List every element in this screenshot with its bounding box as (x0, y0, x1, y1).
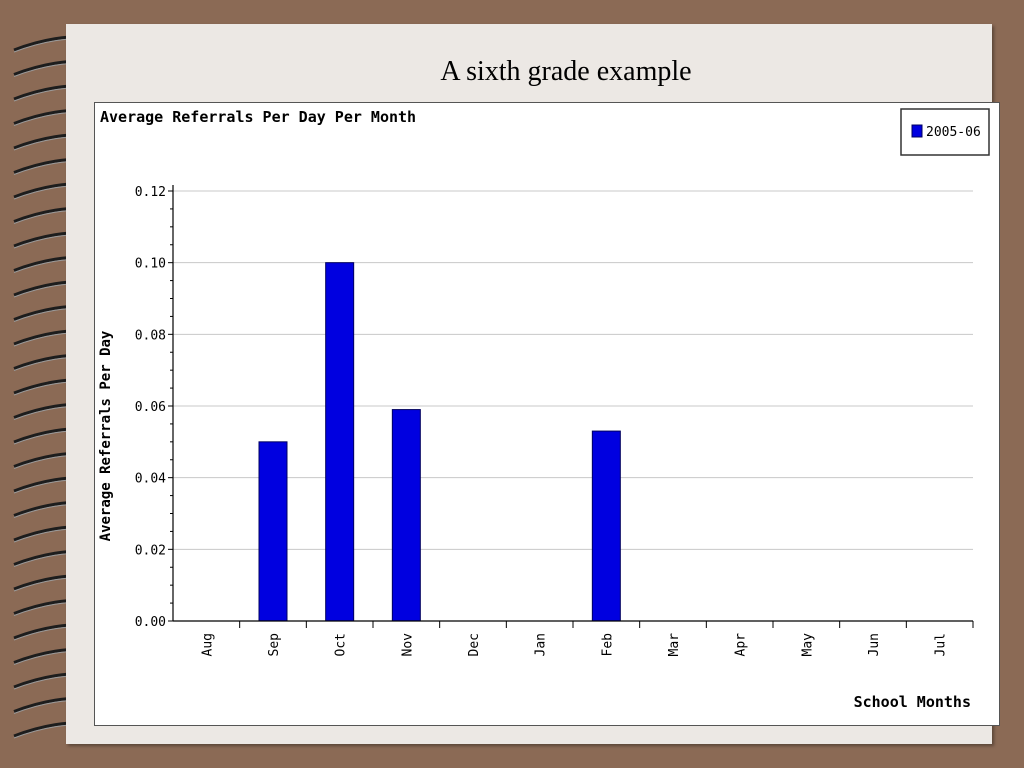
x-tick-label: Oct (334, 633, 349, 656)
bar-oct (325, 262, 355, 622)
legend-label: 2005-06 (926, 125, 981, 140)
legend: 2005-06 (900, 108, 990, 156)
y-tick-label: 0.10 (135, 257, 166, 272)
y-tick-label: 0.08 (135, 328, 166, 343)
slide-title: A sixth grade example (440, 56, 692, 87)
x-tick-label: Nov (400, 633, 415, 657)
x-tick-label: Jun (867, 633, 882, 656)
y-tick-label: 0.12 (135, 185, 166, 200)
x-tick-label: Jul (934, 633, 949, 656)
gridlines (173, 190, 973, 550)
bar-feb (591, 430, 621, 622)
x-tick-label: Sep (267, 633, 282, 657)
x-tick-label: Mar (667, 633, 682, 657)
y-tick-label: 0.04 (135, 472, 166, 487)
legend-swatch (911, 124, 923, 138)
axes: 0.00 0.02 0.04 0.06 0.08 0.10 0.12 Aug Sep Oct Nov… (135, 185, 974, 657)
y-tick-label: 0.00 (135, 615, 166, 630)
y-tick-label: 0.06 (135, 400, 166, 415)
bar-nov (391, 409, 421, 622)
x-tick-label: May (800, 633, 815, 657)
chart-title: Average Referrals Per Day Per Month (100, 108, 416, 126)
bar-sep (258, 441, 288, 622)
bar-chart: Average Referrals Per Day Per Month 2005… (98, 108, 990, 711)
y-axis-label: Average Referrals Per Day (98, 330, 114, 541)
x-tick-label: Dec (467, 633, 482, 656)
x-axis-label: School Months (854, 693, 971, 711)
y-tick-label: 0.02 (135, 543, 166, 558)
x-tick-label: Apr (734, 633, 749, 657)
x-tick-label: Feb (600, 633, 615, 657)
chart-panel: Average Referrals Per Day Per Month 2005… (94, 102, 1000, 726)
bars (258, 262, 621, 622)
x-tick-label: Aug (200, 633, 215, 656)
x-tick-label: Jan (534, 633, 549, 656)
